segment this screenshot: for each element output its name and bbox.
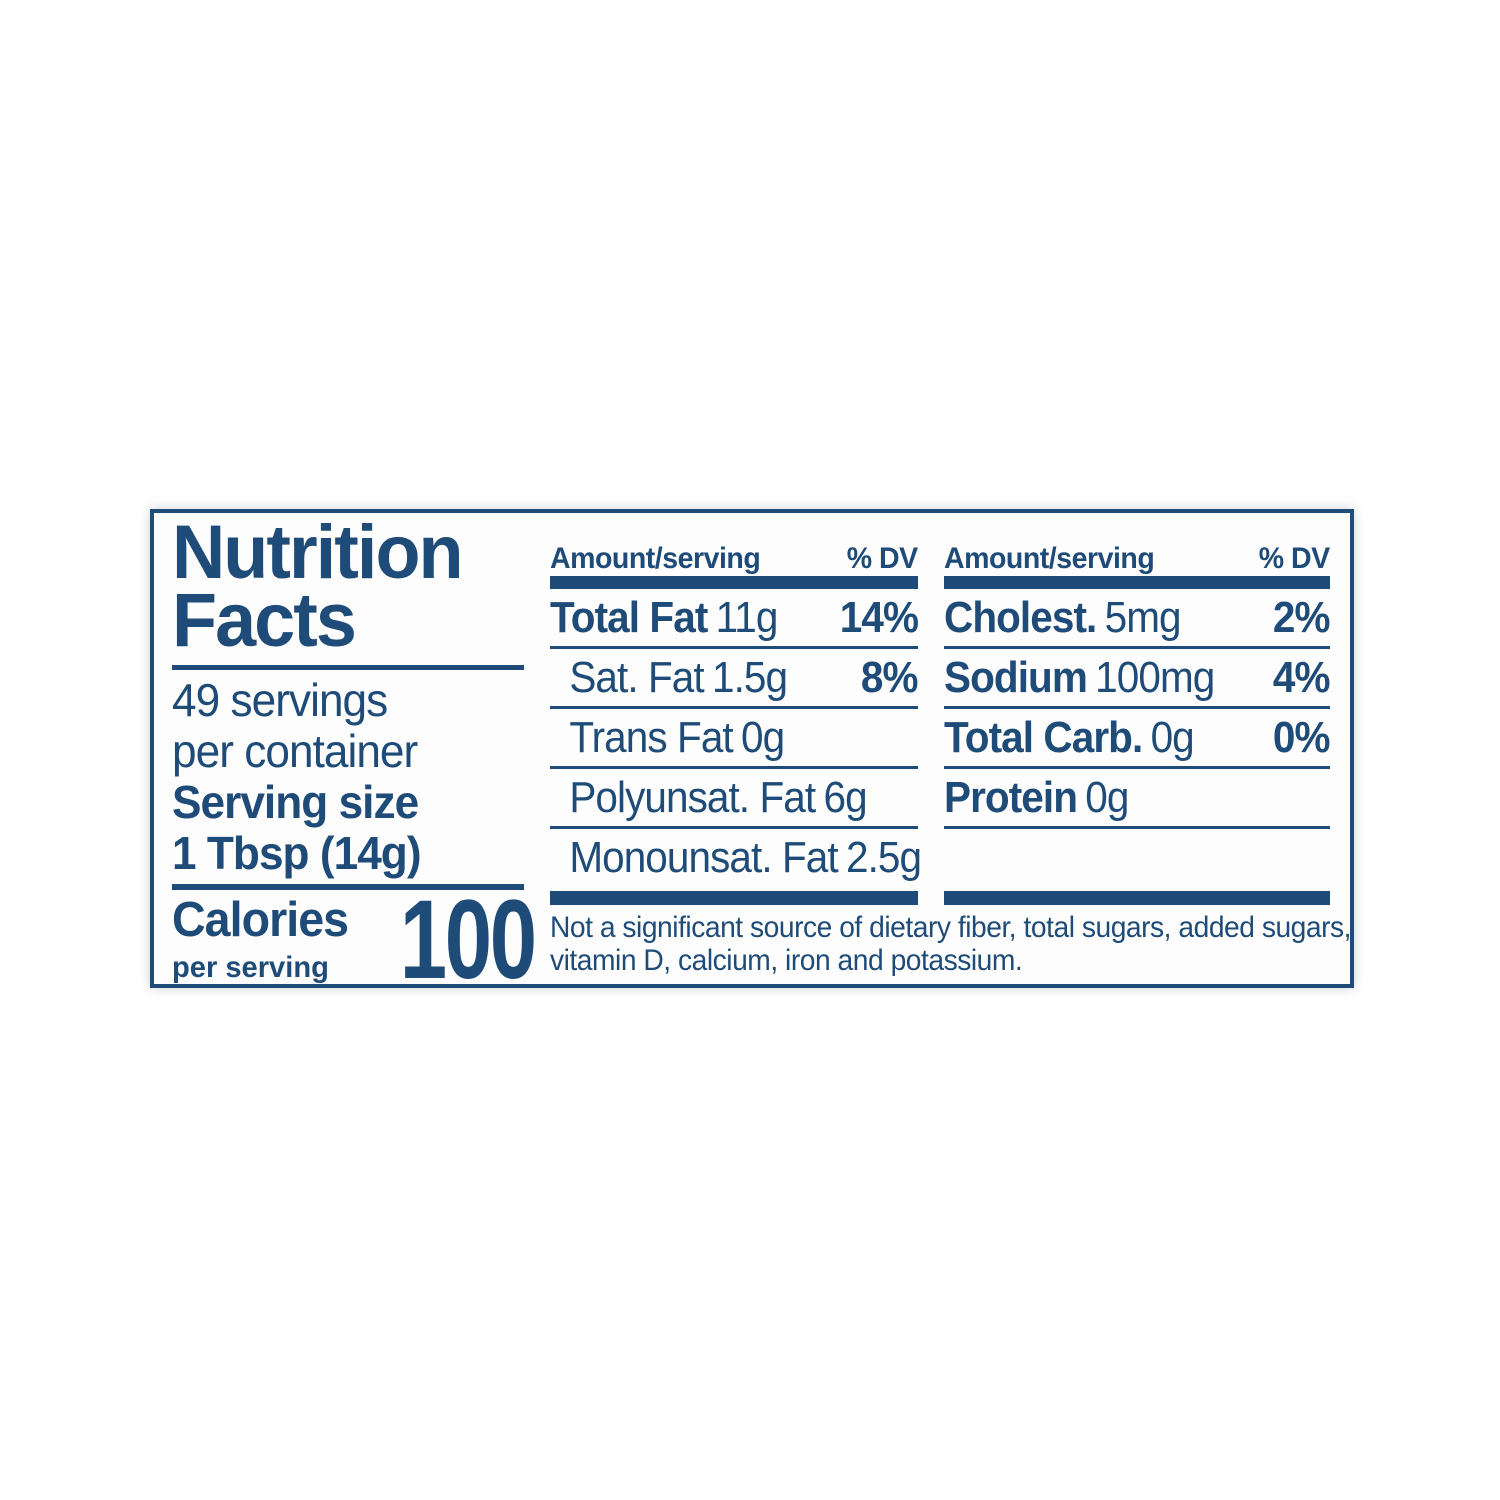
- title-divider: [172, 664, 524, 670]
- percent-dv-header: % DV: [1259, 542, 1330, 575]
- nutrient-amount: 100mg: [1095, 652, 1215, 702]
- column-header: Amount/serving % DV: [944, 541, 1330, 576]
- footer-bar-left: [550, 891, 918, 905]
- row-total-fat: Total Fat 11g 14%: [550, 589, 919, 649]
- row-polyunsat-fat: Polyunsat. Fat 6g: [550, 769, 918, 829]
- calories-sublabel: per serving: [172, 950, 329, 984]
- serving-size-label: Serving size: [172, 775, 419, 828]
- row-sat-fat: Sat. Fat 1.5g 8%: [550, 649, 919, 709]
- row-total-carb: Total Carb. 0g 0%: [944, 709, 1331, 769]
- servings-per-container-line2: per container: [172, 724, 418, 777]
- nutrient-column-fats: Amount/serving % DV Total Fat 11g 14% Sat…: [550, 541, 922, 886]
- footnote-line2: vitamin D, calcium, iron and potassium.: [550, 944, 1023, 977]
- row-trans-fat: Trans Fat 0g: [550, 709, 918, 769]
- nutrient-name: Polyunsat. Fat: [569, 772, 816, 822]
- nutrient-dv: 2%: [1273, 592, 1331, 642]
- nutrient-name: Sat. Fat: [569, 652, 704, 702]
- calories-labels: Calories per serving: [172, 892, 357, 984]
- nutrient-name: Total Fat: [550, 592, 708, 642]
- nutrient-dv: 0%: [1273, 712, 1331, 762]
- nutrient-name: Sodium: [944, 652, 1088, 702]
- nutrient-amount: 0g: [741, 712, 785, 762]
- nutrient-dv: 14%: [839, 592, 919, 642]
- row-cholesterol: Cholest. 5mg 2%: [944, 589, 1331, 649]
- footnote: Not a significant source of dietary fibe…: [550, 911, 1352, 977]
- serving-size-value: 1 Tbsp (14g): [172, 826, 422, 879]
- row-sodium: Sodium 100mg 4%: [944, 649, 1331, 709]
- nutrient-amount: 2.5g: [845, 832, 922, 882]
- nutrient-name: Protein: [944, 772, 1078, 822]
- nutrient-dv: 4%: [1273, 652, 1331, 702]
- header-bar: [944, 576, 1330, 589]
- header-bar: [550, 576, 918, 589]
- serving-info: 49 servings per container Serving size 1…: [172, 673, 538, 879]
- servings-per-container-line1: 49 servings: [172, 673, 388, 726]
- label-title-line2: Facts: [172, 578, 357, 664]
- nutrient-name: Monounsat. Fat: [569, 832, 838, 882]
- percent-dv-header: % DV: [847, 542, 918, 575]
- footnote-line1: Not a significant source of dietary fibe…: [550, 911, 1352, 944]
- nutrient-amount: 1.5g: [711, 652, 788, 702]
- calories-divider: [172, 883, 524, 890]
- nutrient-dv: 8%: [861, 652, 919, 702]
- calories-block: Calories per serving 100: [172, 883, 538, 995]
- summary-panel: Nutrition Facts 49 servings per containe…: [172, 510, 538, 996]
- label-title-line1: Nutrition: [172, 510, 464, 595]
- row-monounsat-fat: Monounsat. Fat 2.5g: [550, 829, 922, 886]
- row-protein: Protein 0g: [944, 769, 1330, 829]
- nutrient-name: Total Carb.: [944, 712, 1143, 762]
- calories-label: Calories: [172, 892, 349, 947]
- amount-per-serving-header: Amount/serving: [944, 542, 1155, 575]
- nutrition-facts-label: Nutrition Facts 49 servings per containe…: [150, 509, 1354, 996]
- nutrient-name: Trans Fat: [569, 712, 733, 762]
- label-title: Nutrition Facts: [172, 510, 527, 664]
- nutrient-amount: 0g: [1150, 712, 1195, 762]
- nutrient-amount: 11g: [715, 592, 779, 642]
- nutrient-column-other: Amount/serving % DV Cholest. 5mg 2% Sodiu…: [944, 541, 1331, 829]
- nutrient-name: Cholest.: [944, 592, 1097, 642]
- nutrient-amount: 0g: [1085, 772, 1129, 822]
- nutrient-amount: 6g: [823, 772, 867, 822]
- footer-bar-right: [944, 891, 1330, 905]
- calories-value: 100: [400, 876, 537, 1002]
- column-header: Amount/serving % DV: [550, 541, 918, 576]
- amount-per-serving-header: Amount/serving: [550, 542, 761, 575]
- nutrient-amount: 5mg: [1104, 592, 1182, 642]
